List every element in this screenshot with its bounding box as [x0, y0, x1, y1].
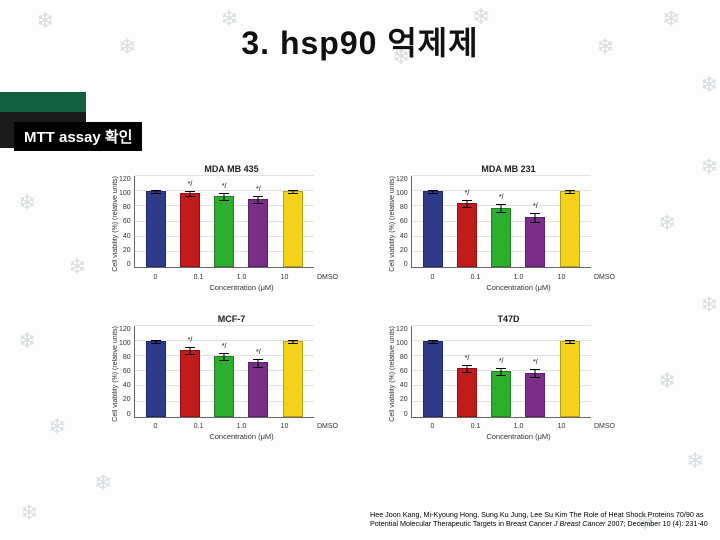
- significance-marker: */: [188, 337, 193, 344]
- significance-marker: */: [533, 359, 538, 366]
- x-axis-ticks: 00.11.010DMSO: [130, 421, 353, 430]
- snowflake-icon: ❄: [700, 72, 718, 98]
- snowflake-icon: ❄: [18, 328, 36, 354]
- error-bar: [288, 190, 298, 195]
- bar-chart: MCF-7 Cell viability (%) (relative units)…: [110, 314, 353, 442]
- significance-marker: */: [499, 358, 504, 365]
- section-label: MTT assay 확인: [14, 122, 142, 151]
- significance-marker: */: [465, 355, 470, 362]
- error-bar: [151, 340, 161, 345]
- bar: [146, 341, 166, 417]
- error-bar: [288, 340, 298, 345]
- significance-marker: */: [188, 181, 193, 188]
- x-axis-ticks: 00.11.010DMSO: [407, 272, 630, 281]
- snowflake-icon: ❄: [658, 210, 676, 236]
- error-bar: [530, 213, 540, 222]
- significance-marker: */: [256, 186, 261, 193]
- bar: */: [525, 217, 545, 267]
- x-axis-ticks: 00.11.010DMSO: [407, 421, 630, 430]
- bar: */: [214, 196, 234, 267]
- plot-area: */*/*/: [134, 326, 314, 418]
- plot-area: */*/*/: [411, 176, 591, 268]
- y-axis-ticks: 120100806040200: [119, 176, 134, 268]
- significance-marker: */: [222, 183, 227, 190]
- error-bar: [253, 196, 263, 204]
- snowflake-icon: ❄: [658, 368, 676, 394]
- x-axis-label: Concentration (μM): [407, 432, 630, 441]
- significance-marker: */: [256, 349, 261, 356]
- chart-title: MDA MB 435: [110, 164, 353, 174]
- y-axis-label: Cell viability (%) (relative units): [110, 326, 119, 422]
- y-axis-ticks: 120100806040200: [396, 326, 411, 418]
- error-bar: [151, 190, 161, 195]
- snowflake-icon: ❄: [48, 414, 66, 440]
- bar: [423, 341, 443, 417]
- citation: Hee Joon Kang, Mi-Kyoung Hong, Sung Ku J…: [370, 510, 710, 528]
- chart-grid: MDA MB 435 Cell viability (%) (relative u…: [110, 164, 630, 441]
- error-bar: [185, 191, 195, 197]
- error-bar: [462, 200, 472, 208]
- chart-title: MDA MB 231: [387, 164, 630, 174]
- error-bar: [428, 190, 438, 195]
- bar: [283, 191, 303, 267]
- error-bar: [462, 365, 472, 373]
- x-axis-label: Concentration (μM): [130, 283, 353, 292]
- snowflake-icon: ❄: [20, 500, 38, 526]
- bar: [283, 341, 303, 417]
- error-bar: [219, 193, 229, 201]
- x-axis-label: Concentration (μM): [130, 432, 353, 441]
- y-axis-label: Cell viability (%) (relative units): [387, 176, 396, 272]
- error-bar: [253, 359, 263, 368]
- bar: [146, 191, 166, 267]
- x-axis-label: Concentration (μM): [407, 283, 630, 292]
- citation-tail: 2007; December 10 (4): 231-40: [607, 519, 707, 528]
- error-bar: [428, 340, 438, 345]
- error-bar: [565, 190, 575, 195]
- error-bar: [219, 353, 229, 361]
- bar: */: [214, 356, 234, 417]
- bar: */: [457, 203, 477, 267]
- y-axis-ticks: 120100806040200: [396, 176, 411, 268]
- plot-area: */ */ */: [411, 326, 591, 418]
- bar: [560, 341, 580, 417]
- snowflake-icon: ❄: [700, 292, 718, 318]
- error-bar: [530, 369, 540, 378]
- plot-area: */*/*/: [134, 176, 314, 268]
- chart-title: MCF-7: [110, 314, 353, 324]
- snowflake-icon: ❄: [18, 190, 36, 216]
- significance-marker: */: [465, 190, 470, 197]
- significance-marker: */: [533, 203, 538, 210]
- error-bar: [185, 347, 195, 355]
- y-axis-label: Cell viability (%) (relative units): [110, 176, 119, 272]
- snowflake-icon: ❄: [94, 470, 112, 496]
- chart-title: T47D: [387, 314, 630, 324]
- bar: */: [180, 193, 200, 267]
- error-bar: [496, 368, 506, 376]
- bar: */: [491, 208, 511, 267]
- citation-authors: Hee Joon Kang, Mi-Kyoung Hong, Sung Ku J…: [370, 510, 567, 519]
- bar: */: [248, 362, 268, 417]
- bar: */: [491, 371, 511, 417]
- snowflake-icon: ❄: [700, 154, 718, 180]
- snowflake-icon: ❄: [68, 254, 86, 280]
- bar-chart: MDA MB 231 Cell viability (%) (relative u…: [387, 164, 630, 292]
- significance-marker: */: [499, 194, 504, 201]
- bar: */: [180, 350, 200, 417]
- snowflake-icon: ❄: [686, 448, 704, 474]
- citation-journal: J Breast Cancer: [554, 519, 606, 528]
- y-axis-label: Cell viability (%) (relative units): [387, 326, 396, 422]
- error-bar: [565, 340, 575, 345]
- y-axis-ticks: 120100806040200: [119, 326, 134, 418]
- bar-chart: MDA MB 435 Cell viability (%) (relative u…: [110, 164, 353, 292]
- page-title: 3. hsp90 억제제: [0, 18, 720, 64]
- bar: [560, 191, 580, 267]
- bar-chart: T47D Cell viability (%) (relative units)1…: [387, 314, 630, 442]
- significance-marker: */: [222, 343, 227, 350]
- error-bar: [496, 204, 506, 213]
- bar: [423, 191, 443, 267]
- x-axis-ticks: 00.11.010DMSO: [130, 272, 353, 281]
- bar: */: [525, 373, 545, 417]
- bar: */: [248, 199, 268, 267]
- bar: */: [457, 368, 477, 417]
